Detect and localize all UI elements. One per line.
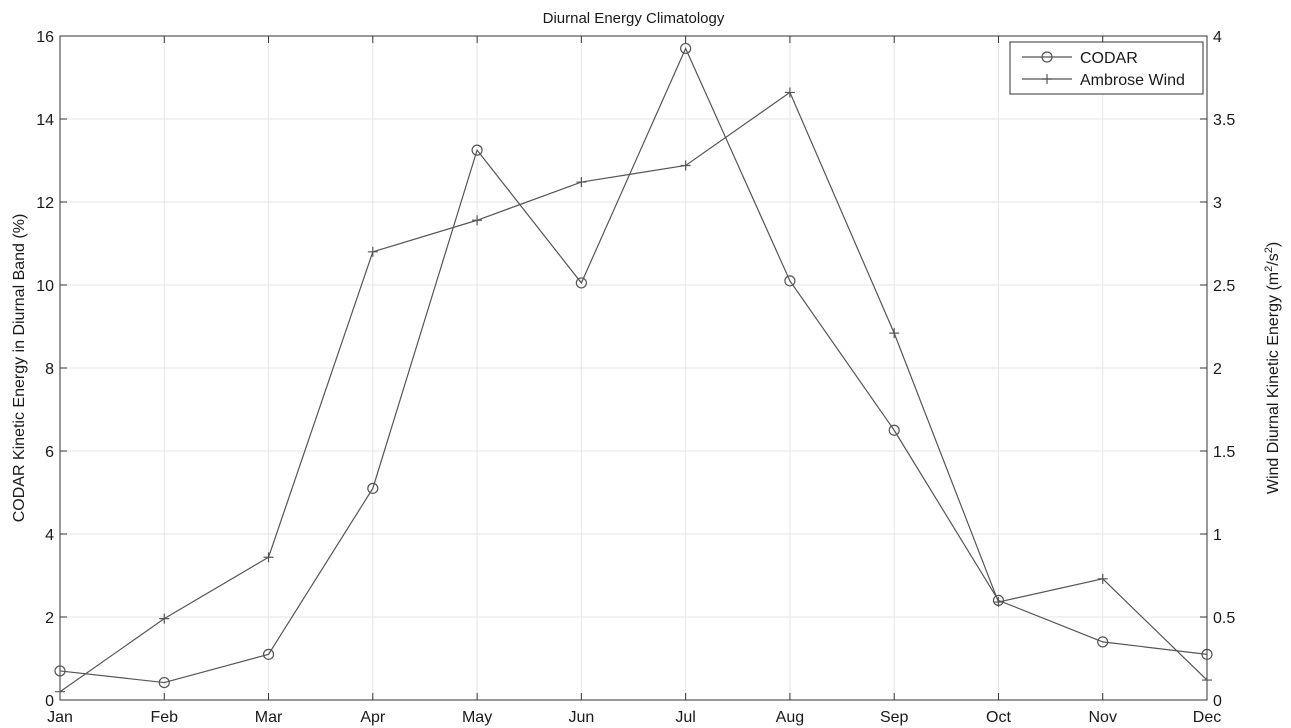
y2-tick-label: 1.5 [1213, 444, 1235, 461]
legend-item: CODAR [1022, 50, 1138, 67]
series-line [59, 91, 1208, 693]
x-tick-label: Mar [255, 709, 283, 726]
x-tick-label: Dec [1193, 709, 1221, 726]
data-point [159, 613, 170, 624]
data-point [367, 246, 378, 257]
series-0 [54, 42, 1213, 689]
data-point [575, 277, 587, 289]
x-tick-label: Oct [986, 709, 1011, 726]
y-tick-label: 8 [45, 361, 54, 378]
grid [60, 36, 1207, 700]
y2-axis-label-part: Wind Diurnal Kinetic Energy (m [1265, 272, 1282, 494]
data-point [54, 665, 66, 677]
data-point [472, 215, 483, 226]
x-tick-label: Sep [880, 709, 909, 726]
x-tick-label: Feb [150, 709, 178, 726]
data-point [784, 275, 796, 287]
y-tick-label: 14 [36, 112, 54, 129]
y2-tick-label: 2.5 [1213, 278, 1235, 295]
x-tick-label: Jul [675, 709, 695, 726]
data-point [1201, 648, 1213, 660]
y2-axis-label: Wind Diurnal Kinetic Energy (m2/s2) [1263, 242, 1282, 494]
x-tick-label: Jun [568, 709, 594, 726]
data-point [1202, 675, 1212, 686]
x-tick-label: Jan [47, 709, 73, 726]
data-point [1097, 573, 1108, 584]
legend: CODAR Ambrose Wind [1009, 41, 1204, 95]
data-point [158, 676, 170, 689]
y2-tick-label: 0.5 [1213, 610, 1235, 627]
chart-title: Diurnal Energy Climatology [543, 10, 725, 27]
data-point [680, 42, 692, 55]
series-line [59, 46, 1208, 684]
y-tick-label: 4 [45, 527, 54, 544]
legend-item: Ambrose Wind [1022, 72, 1185, 89]
data-point [471, 144, 483, 156]
x-tick-label: Aug [776, 709, 804, 726]
data-point [784, 87, 795, 98]
y-tick-label: 6 [45, 444, 54, 461]
data-point [55, 686, 65, 697]
y-axis-label: CODAR Kinetic Energy in Diurnal Band (%) [11, 214, 28, 523]
y2-axis-label-part: /s [1265, 253, 1282, 265]
data-point [1097, 636, 1109, 648]
legend-marker [1042, 74, 1052, 84]
y2-tick-label: 0 [1213, 693, 1222, 710]
x-tick-label: Apr [360, 709, 386, 726]
y2-tick-label: 1 [1213, 527, 1222, 544]
data-point [993, 597, 1004, 608]
legend-label: CODAR [1080, 50, 1138, 67]
data-point [889, 328, 900, 339]
y2-tick-label: 2 [1213, 361, 1222, 378]
y-tick-label: 12 [36, 195, 54, 212]
x-tick-label: Nov [1089, 709, 1117, 726]
y-tick-label: 10 [36, 278, 54, 295]
y2-tick-label: 3.5 [1213, 112, 1235, 129]
y2-axis-label-sup: 2 [1263, 266, 1275, 272]
y2-axis-label-part: ) [1265, 242, 1282, 247]
data-point [367, 482, 379, 494]
data-point [263, 552, 274, 563]
data-point [262, 648, 275, 660]
y-tick-label: 16 [36, 29, 54, 46]
legend-marker [1041, 51, 1053, 63]
data-point [888, 424, 900, 436]
y2-tick-label: 4 [1213, 29, 1222, 46]
legend-label: Ambrose Wind [1080, 72, 1185, 89]
series-layer [54, 42, 1213, 697]
series-1 [55, 87, 1212, 697]
y-tick-label: 2 [45, 610, 54, 627]
legend-box [1009, 41, 1204, 95]
x-tick-label: May [462, 709, 492, 726]
data-point [680, 160, 691, 171]
y2-axis-label-sup: 2 [1263, 247, 1275, 253]
y-tick-label: 0 [45, 693, 54, 710]
y2-tick-label: 3 [1213, 195, 1222, 212]
data-point [576, 177, 587, 188]
axis-ticks: Jan Feb Mar Apr May Jun Jul Aug Sep Oct Nov Dec0246… [36, 29, 1235, 726]
